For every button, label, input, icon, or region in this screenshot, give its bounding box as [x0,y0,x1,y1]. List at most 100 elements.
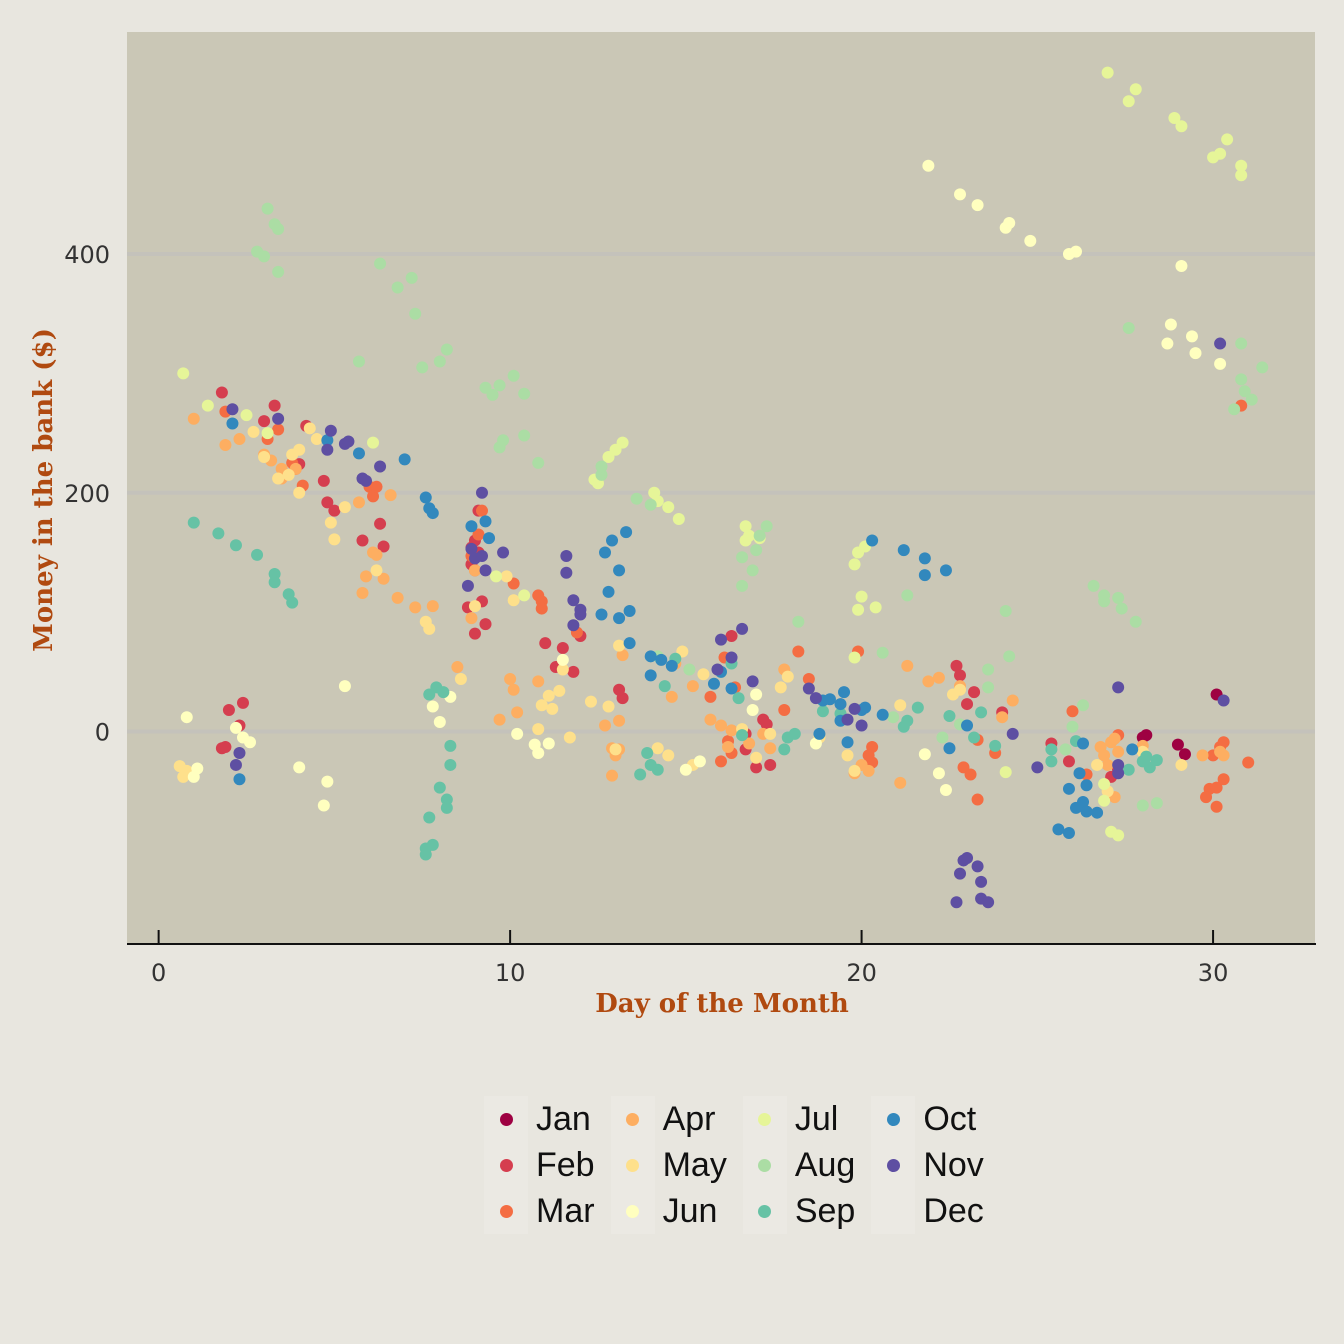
data-point-oct [419,491,432,504]
data-point-jun [1185,330,1198,343]
x-axis-title: Day of the Month [595,989,849,1019]
data-point-apr [686,680,699,693]
data-point-apr [219,439,232,452]
data-point-jul [490,570,503,583]
data-point-mar [370,480,383,493]
data-point-sep [419,848,432,861]
data-point-feb [750,761,763,774]
data-point-jul [1122,95,1135,108]
data-point-nov [475,550,488,563]
data-point-feb [556,641,569,654]
data-point-aug [405,271,418,284]
data-point-may [781,670,794,683]
data-point-feb [760,718,773,731]
data-point-apr [352,496,365,509]
data-point-apr [862,764,875,777]
data-point-jul [1235,169,1248,182]
data-point-apr [894,776,907,789]
data-point-sep [433,781,446,794]
data-point-may [848,764,861,777]
data-point-feb [328,504,341,517]
data-point-sep [426,838,439,851]
data-point-nov [560,566,573,579]
data-point-oct [352,447,365,460]
data-point-aug [409,307,422,320]
data-point-sep [816,705,829,718]
data-point-oct [602,585,615,598]
legend-key [610,1188,655,1234]
data-point-aug [1245,393,1258,406]
data-point-aug [982,681,995,694]
data-point-apr [187,412,200,425]
data-point-jul [739,520,752,533]
data-point-aug [486,388,499,401]
data-point-apr [722,741,735,754]
data-point-oct [1077,795,1090,808]
data-point-aug [936,731,949,744]
data-point-aug [1003,650,1016,663]
data-point-jun [338,680,351,693]
data-point-aug [1129,615,1142,628]
data-point-apr [493,713,506,726]
data-point-oct [426,507,439,520]
data-point-nov [1031,761,1044,774]
data-point-apr [616,649,629,662]
data-point-jul [1098,778,1111,791]
data-point-aug [999,604,1012,617]
data-point-jun [918,748,931,761]
data-point-apr [377,572,390,585]
data-point-aug [258,250,271,263]
data-point-nov [567,619,580,632]
data-point-mar [1066,705,1079,718]
data-point-apr [665,690,678,703]
data-point-aug [1059,743,1072,756]
data-point-jun [191,762,204,775]
data-point-oct [644,650,657,663]
data-point-apr [606,769,619,782]
data-point-apr [1108,732,1121,745]
data-point-aug [901,589,914,602]
data-point-jun [317,799,330,812]
data-point-sep [911,701,924,714]
data-point-sep [989,739,1002,752]
legend-item-nov: Nov [871,1142,989,1188]
data-point-jun [1164,318,1177,331]
data-point-oct [1091,806,1104,819]
data-point-jul [1112,829,1125,842]
data-point-oct [613,612,626,625]
legend-key [742,1188,787,1234]
legend-item-jan: Jan [484,1096,601,1142]
data-point-may [293,443,306,456]
data-point-mar [778,704,791,717]
data-point-nov [971,860,984,873]
data-point-aug [736,551,749,564]
data-point-may [542,689,555,702]
data-point-jan [1171,738,1184,751]
data-point-oct [623,604,636,617]
data-point-may [282,468,295,481]
legend-label: Jul [794,1099,839,1138]
data-point-jul [855,590,868,603]
data-point-jul [1098,794,1111,807]
data-point-jun [1024,234,1037,247]
data-point-nov [711,663,724,676]
data-point-feb [725,630,738,643]
data-point-oct [1062,826,1075,839]
data-point-sep [641,747,654,760]
legend-marker [626,1204,640,1218]
data-point-apr [465,612,478,625]
data-point-sep [736,729,749,742]
data-point-feb [374,517,387,530]
legend-label: Feb [536,1145,595,1184]
legend-key [742,1096,787,1142]
data-point-feb [968,686,981,699]
data-point-oct [939,564,952,577]
data-point-jun [1189,347,1202,360]
data-point-nov [848,702,861,715]
data-point-aug [416,361,429,374]
legend-key [484,1096,528,1142]
data-point-apr [1006,694,1019,707]
data-point-jul [852,603,865,616]
data-point-may [954,683,967,696]
